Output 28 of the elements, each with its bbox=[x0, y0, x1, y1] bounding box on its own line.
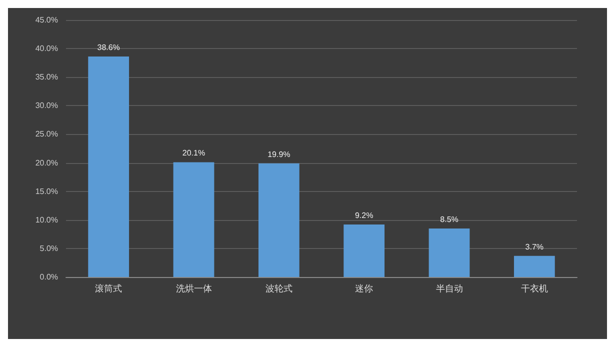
y-tick-label: 10.0% bbox=[35, 215, 58, 224]
x-tick-label: 波轮式 bbox=[265, 284, 292, 294]
bar bbox=[344, 224, 385, 277]
x-tick-label: 干衣机 bbox=[520, 284, 548, 294]
bar bbox=[428, 228, 470, 277]
y-tick-label: 20.0% bbox=[35, 158, 58, 168]
data-label: 19.9% bbox=[268, 150, 290, 159]
bar bbox=[173, 162, 214, 277]
data-label: 9.2% bbox=[354, 210, 374, 220]
bar bbox=[258, 163, 300, 277]
y-tick-label: 30.0% bbox=[35, 101, 58, 110]
y-tick-label: 45.0% bbox=[35, 16, 58, 24]
y-tick-label: 25.0% bbox=[35, 130, 58, 139]
y-tick-label: 5.0% bbox=[40, 244, 58, 253]
x-tick-label: 半自动 bbox=[436, 284, 463, 294]
y-tick-label: 35.0% bbox=[35, 72, 58, 82]
data-label: 8.5% bbox=[440, 214, 458, 224]
data-label: 20.1% bbox=[182, 148, 206, 158]
data-label: 38.6% bbox=[97, 43, 120, 52]
y-tick-label: 40.0% bbox=[35, 44, 58, 54]
bar bbox=[514, 256, 555, 277]
x-tick-label: 迷你 bbox=[355, 284, 374, 294]
data-label: 3.7% bbox=[525, 242, 544, 252]
x-tick-label: 滚筒式 bbox=[95, 284, 122, 294]
y-tick-label: 0.0% bbox=[40, 272, 58, 282]
x-tick-label: 洗烘一体 bbox=[176, 284, 212, 294]
bar bbox=[88, 56, 130, 277]
y-tick-label: 15.0% bbox=[35, 186, 58, 196]
